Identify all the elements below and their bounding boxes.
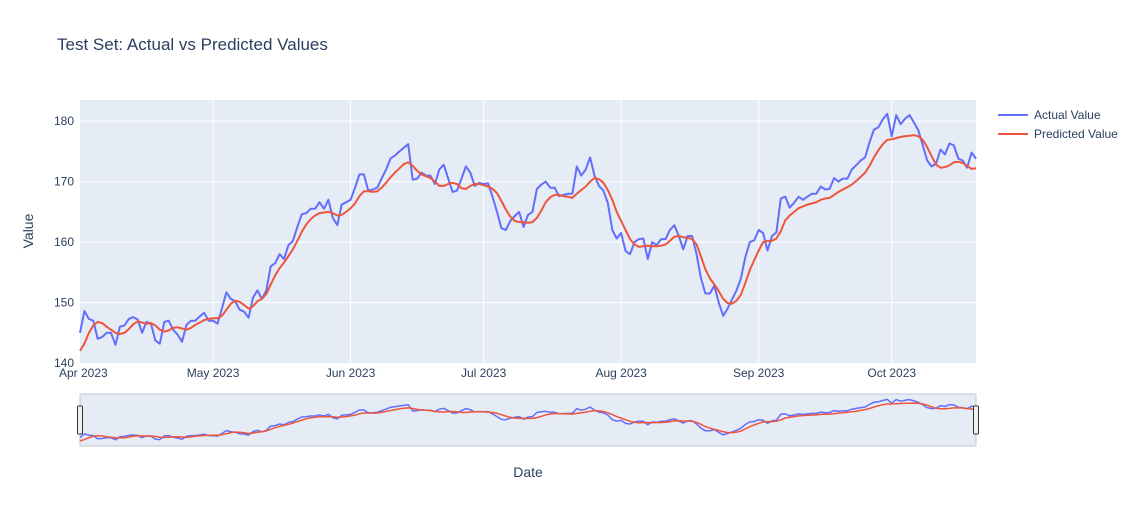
range-slider-left-handle[interactable] — [77, 405, 83, 435]
legend: Actual Value Predicted Value — [998, 108, 1118, 141]
x-tick-label: May 2023 — [187, 366, 240, 380]
y-tick-label: 150 — [54, 296, 74, 310]
y-tick-label: 170 — [54, 175, 74, 189]
predicted-value-slider-line — [79, 402, 977, 442]
y-axis-title: Value — [20, 213, 36, 248]
actual-value-slider-line — [79, 398, 977, 441]
chart-title: Test Set: Actual vs Predicted Values — [57, 35, 328, 54]
y-gridlines — [80, 120, 976, 304]
x-tick-label: Aug 2023 — [595, 366, 647, 380]
range-slider-background[interactable] — [79, 393, 977, 447]
x-tick-label: Jul 2023 — [461, 366, 507, 380]
range-slider-lines — [79, 398, 977, 442]
y-tick-label: 180 — [54, 114, 74, 128]
y-tick-label: 160 — [54, 235, 74, 249]
predicted-value-line[interactable] — [79, 134, 977, 352]
y-tick-labels: 140 150 160 170 180 — [54, 114, 74, 370]
main-series-lines — [79, 112, 977, 352]
range-slider-right-handle[interactable] — [973, 405, 979, 435]
x-tick-label: Oct 2023 — [867, 366, 916, 380]
plot-area[interactable] — [80, 100, 976, 363]
y-tick-label: 140 — [54, 356, 74, 370]
x-tick-label: Jun 2023 — [326, 366, 376, 380]
x-tick-labels: Apr 2023 May 2023 Jun 2023 Jul 2023 Aug 2023… — [59, 366, 916, 380]
x-tick-label: Apr 2023 — [59, 366, 108, 380]
x-tick-label: Sep 2023 — [733, 366, 785, 380]
legend-label-predicted-value[interactable]: Predicted Value — [1034, 127, 1118, 141]
x-axis-title: Date — [513, 464, 543, 480]
actual-value-line[interactable] — [79, 112, 977, 346]
legend-label-actual-value[interactable]: Actual Value — [1034, 108, 1101, 122]
